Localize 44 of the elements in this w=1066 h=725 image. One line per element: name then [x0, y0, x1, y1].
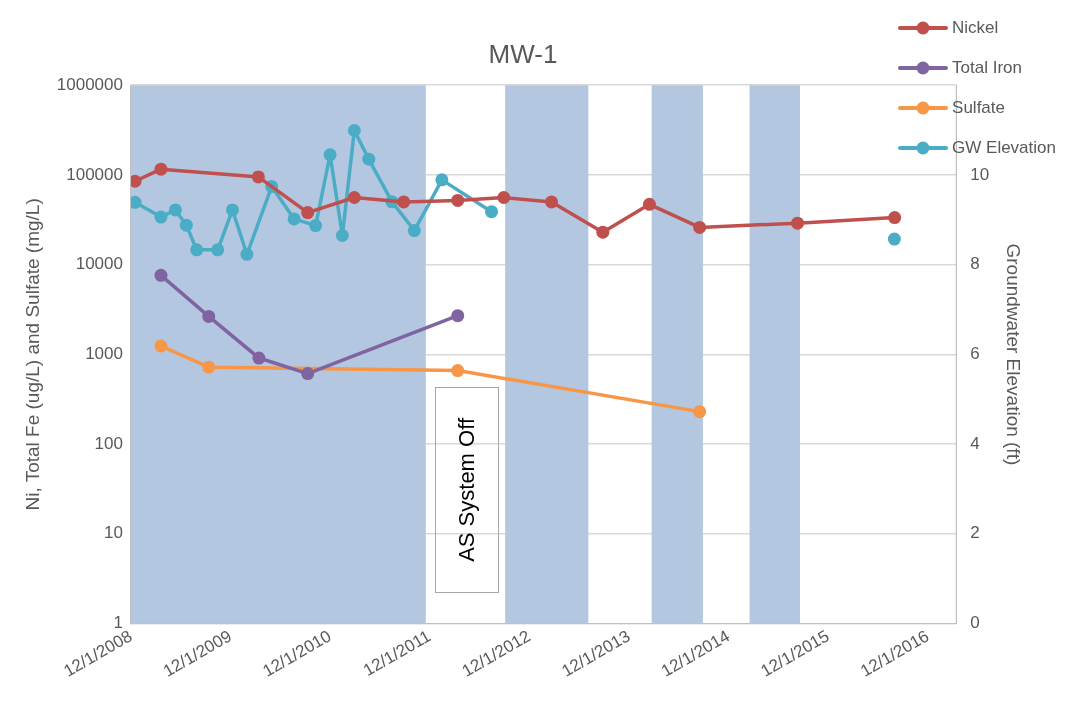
y-tick-label: 1000000 [56, 74, 123, 94]
point [791, 216, 805, 230]
point [154, 162, 168, 176]
point [451, 309, 465, 323]
chart-title: MW-1 [488, 38, 558, 69]
point [202, 309, 216, 323]
y-tick-label: 100 [94, 433, 123, 453]
point [154, 268, 168, 282]
point [888, 211, 902, 225]
y-tick-label: 1 [113, 613, 123, 633]
point [642, 197, 656, 211]
legend-label: Sulfate [952, 98, 1005, 118]
point [451, 364, 465, 378]
point [154, 339, 168, 353]
y-axis-title: Ni, Total Fe (ug/L) and Sulfate (mg/L) [21, 198, 43, 511]
y2-axis-title: Groundwater Elevation (ft) [1003, 243, 1025, 466]
point [397, 195, 411, 209]
y-tick-label: 10 [104, 523, 123, 543]
legend-label: Nickel [952, 18, 999, 38]
y2-tick-label: 6 [970, 344, 980, 364]
point [202, 360, 216, 374]
annotation: AS System Off [453, 417, 480, 562]
point [252, 351, 266, 365]
point [451, 193, 465, 207]
y2-tick-label: 2 [970, 523, 980, 543]
point [301, 206, 315, 220]
point [596, 225, 610, 239]
point [251, 170, 265, 184]
y-tick-label: 10000 [75, 254, 123, 274]
y-tick-label: 1000 [85, 344, 123, 364]
legend-label: GW Elevation [952, 138, 1056, 158]
point [693, 405, 707, 419]
y2-tick-label: 4 [970, 433, 980, 453]
point [693, 220, 707, 234]
point [130, 174, 142, 188]
y2-tick-label: 0 [970, 613, 980, 633]
point [301, 367, 315, 381]
point [347, 191, 361, 205]
point [545, 195, 559, 209]
y2-tick-label: 8 [970, 254, 980, 274]
legend-label: Total Iron [952, 58, 1022, 78]
y2-tick-label: 10 [970, 164, 990, 184]
point [497, 191, 511, 205]
y-tick-label: 100000 [66, 164, 123, 184]
